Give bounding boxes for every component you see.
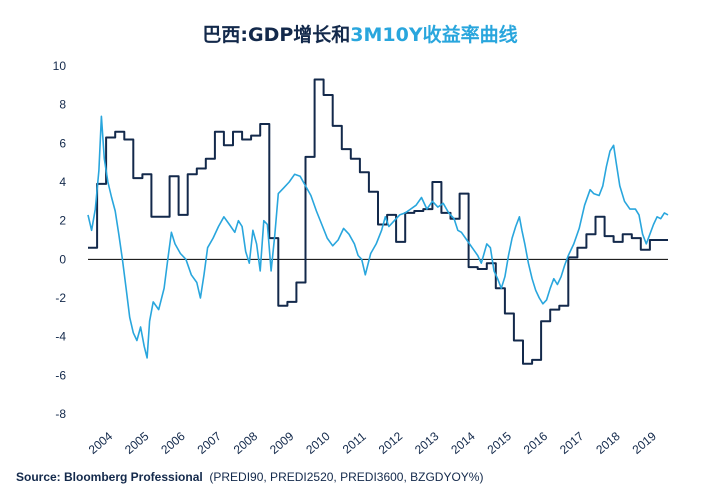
x-tick-label: 2004	[86, 429, 116, 457]
x-tick-label: 2017	[557, 429, 587, 457]
source-note: Source: Bloomberg Professional (PREDI90,…	[16, 470, 483, 484]
y-tick-label: 0	[59, 252, 66, 266]
x-tick-label: 2011	[340, 429, 369, 457]
x-tick-label: 2019	[630, 429, 660, 457]
y-tick-label: -8	[55, 407, 66, 421]
chart-title-part1: 巴西:GDP增长和	[202, 24, 351, 46]
y-tick-label: 2	[59, 214, 66, 228]
yield-curve-series-line	[87, 115, 669, 359]
source-label: Source: Bloomberg Professional	[16, 470, 203, 484]
chart-title: 巴西:GDP增长和3M10Y收益率曲线	[0, 20, 720, 47]
x-tick-label: 2007	[195, 429, 225, 457]
x-tick-label: 2014	[448, 429, 478, 457]
y-tick-label: 8	[59, 98, 66, 112]
y-tick-label: -6	[55, 368, 66, 382]
y-tick-label: 10	[53, 59, 67, 73]
line-chart: 10 8 6 4 2 0 -2 -4 -6 -8 2004 2005 2006 2007 2008 2009…	[53, 59, 669, 457]
x-tick-label: 2005	[122, 429, 152, 457]
x-tick-label: 2018	[593, 429, 623, 457]
x-tick-label: 2013	[412, 429, 442, 457]
y-axis-labels: 10 8 6 4 2 0 -2 -4 -6 -8	[53, 59, 67, 421]
y-tick-label: -2	[55, 291, 66, 305]
x-axis-labels: 2004 2005 2006 2007 2008 2009 2010 2011 2012 2013…	[86, 429, 659, 457]
x-tick-label: 2006	[158, 429, 188, 457]
x-tick-label: 2009	[267, 429, 297, 457]
x-tick-label: 2008	[231, 429, 261, 457]
x-tick-label: 2010	[303, 429, 333, 457]
x-tick-label: 2012	[376, 429, 406, 457]
chart-title-part2: 3M10Y收益率曲线	[350, 24, 518, 46]
x-tick-label: 2015	[485, 429, 515, 457]
y-tick-label: 6	[59, 136, 66, 150]
x-tick-label: 2016	[521, 429, 551, 457]
y-tick-label: -4	[55, 330, 66, 344]
source-detail: (PREDI90, PREDI2520, PREDI3600, BZGDYOY%…	[209, 470, 484, 484]
series-layer	[87, 78, 669, 365]
gdp-growth-series-line	[88, 78, 668, 365]
y-tick-label: 4	[59, 175, 66, 189]
